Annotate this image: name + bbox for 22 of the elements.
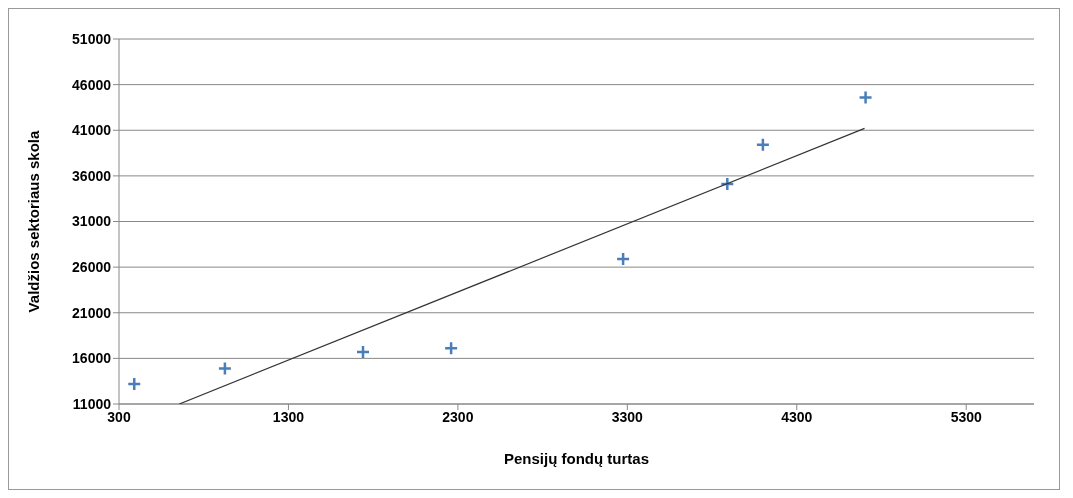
y-tick-label: 31000 [72,213,112,230]
point [217,361,233,376]
x-tick-label: 1300 [272,408,305,425]
x-tick-label: 2300 [442,408,474,425]
y-tick-label: 51000 [72,30,112,47]
point [755,137,771,153]
point [858,90,873,105]
y-tick-label: 41000 [72,122,112,139]
y-axis-title: Valdžios sektoriaus skola [25,129,43,313]
y-tick-label: 26000 [72,259,112,276]
point [615,251,631,267]
y-tick-label: 16000 [72,350,112,367]
x-axis-title: Pensijų fondų turtas [503,450,650,467]
x-tick-label: 4300 [781,408,813,425]
point [443,341,459,356]
y-tick-label: 36000 [72,167,112,184]
x-tick-label: 5300 [950,408,982,425]
x-tick-label: 3300 [611,408,644,425]
point [355,344,371,360]
point [127,376,142,392]
y-tick-label: 46000 [72,76,112,93]
y-tick-label: 21000 [72,304,112,321]
